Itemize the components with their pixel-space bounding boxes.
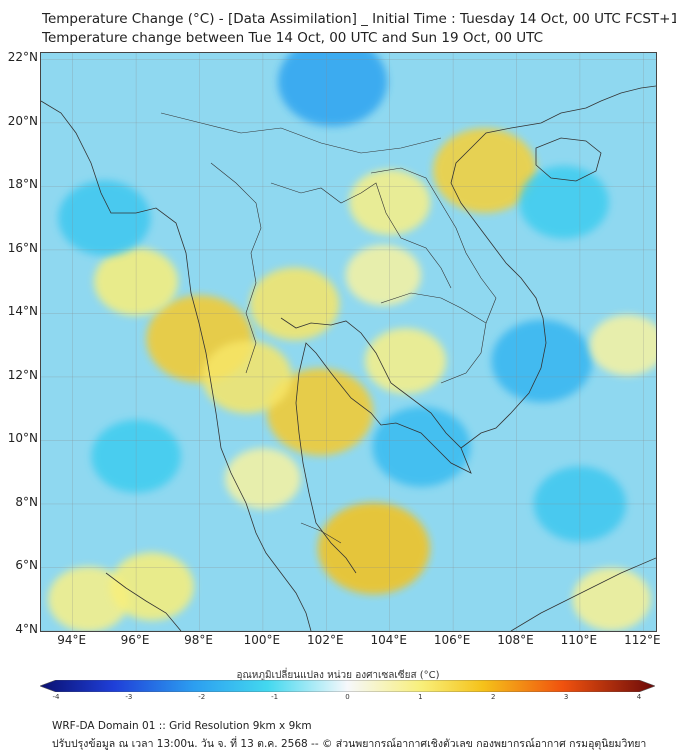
map-title: Temperature Change (°C) - [Data Assimila… (42, 11, 676, 27)
colorbar-tick-label: -3 (125, 693, 133, 701)
border-laos-vietnam (370, 167, 497, 324)
lon-label: 112°E (624, 633, 661, 647)
anomaly-blob (572, 567, 651, 631)
lon-label: 100°E (243, 633, 281, 647)
coastline-myanmar-thailand-west (41, 100, 312, 631)
lat-label: 12°N (7, 367, 38, 382)
lat-label: 6°N (15, 558, 38, 573)
lat-label: 16°N (7, 240, 38, 255)
anomaly-blob (58, 180, 151, 256)
anomaly-blob (266, 368, 374, 456)
anomaly-blob (345, 244, 422, 306)
anomaly-blob (589, 314, 656, 376)
border-malaysia (300, 522, 342, 544)
border-thai-laos (270, 182, 452, 289)
anomaly-blob (278, 53, 388, 127)
lat-label: 14°N (7, 304, 38, 319)
coastline-vietnam (450, 85, 656, 449)
lon-label: 104°E (370, 633, 407, 647)
colorbar-tick-label: 0 (345, 693, 350, 701)
anomaly-blob (491, 319, 593, 403)
footer-credits: ปรับปรุงข้อมูล ณ เวลา 13:00น. วัน จ. ที่… (52, 738, 647, 750)
map-subtitle: Temperature change between Tue 14 Oct, 0… (42, 30, 544, 46)
lon-label: 108°E (497, 633, 534, 647)
lon-label: 102°E (307, 633, 344, 647)
border-china (160, 112, 442, 154)
lon-label: 96°E (120, 633, 150, 647)
coastline-borneo (510, 557, 656, 631)
lat-label: 18°N (7, 177, 38, 192)
colorbar-tick-label: 4 (636, 693, 642, 701)
colorbar-tick-label: -2 (198, 693, 206, 701)
colorbar-tick-label: 2 (491, 693, 496, 701)
lon-label: 110°E (560, 633, 598, 647)
coastlines (41, 85, 656, 631)
lon-label: 94°E (57, 633, 87, 647)
colorbar-strip (40, 680, 655, 692)
lat-label: 8°N (15, 494, 38, 509)
footer-model-info: WRF-DA Domain 01 :: Grid Resolution 9km … (52, 720, 312, 732)
coastline-sumatra (105, 572, 182, 631)
border-thai-myanmar (210, 162, 262, 374)
lat-label: 4°N (15, 622, 38, 636)
anomaly-blob (47, 566, 130, 631)
colorbar-title: อุณหภูมิเปลี่ยนแปลง หน่วย องศาเซลเซียส (… (236, 670, 440, 681)
anomaly-blob (433, 128, 537, 213)
lon-label: 106°E (433, 633, 471, 647)
anomaly-field (47, 53, 656, 631)
anomaly-blob (364, 328, 447, 394)
colorbar (40, 680, 655, 692)
colorbar-tick-label: 3 (563, 693, 569, 701)
anomaly-blob (109, 552, 194, 621)
lat-label: 22°N (7, 50, 38, 65)
coastline-gulf-of-thailand (280, 317, 472, 574)
graticule (41, 53, 656, 631)
border-cambodia (380, 292, 487, 384)
colorbar-tick-label: -1 (271, 693, 279, 701)
colorbar-tick-label: 1 (418, 693, 423, 701)
country-borders (160, 112, 497, 544)
lat-label: 10°N (7, 431, 38, 446)
colorbar-tick-label: -4 (52, 693, 60, 701)
anomaly-blob (519, 165, 609, 239)
coastline-hainan (535, 137, 602, 182)
temperature-change-map (40, 52, 657, 632)
lat-label: 20°N (7, 113, 38, 128)
anomaly-blob (249, 267, 340, 341)
anomaly-blob (317, 502, 430, 595)
anomaly-blob (372, 406, 471, 487)
lon-label: 98°E (184, 633, 213, 647)
